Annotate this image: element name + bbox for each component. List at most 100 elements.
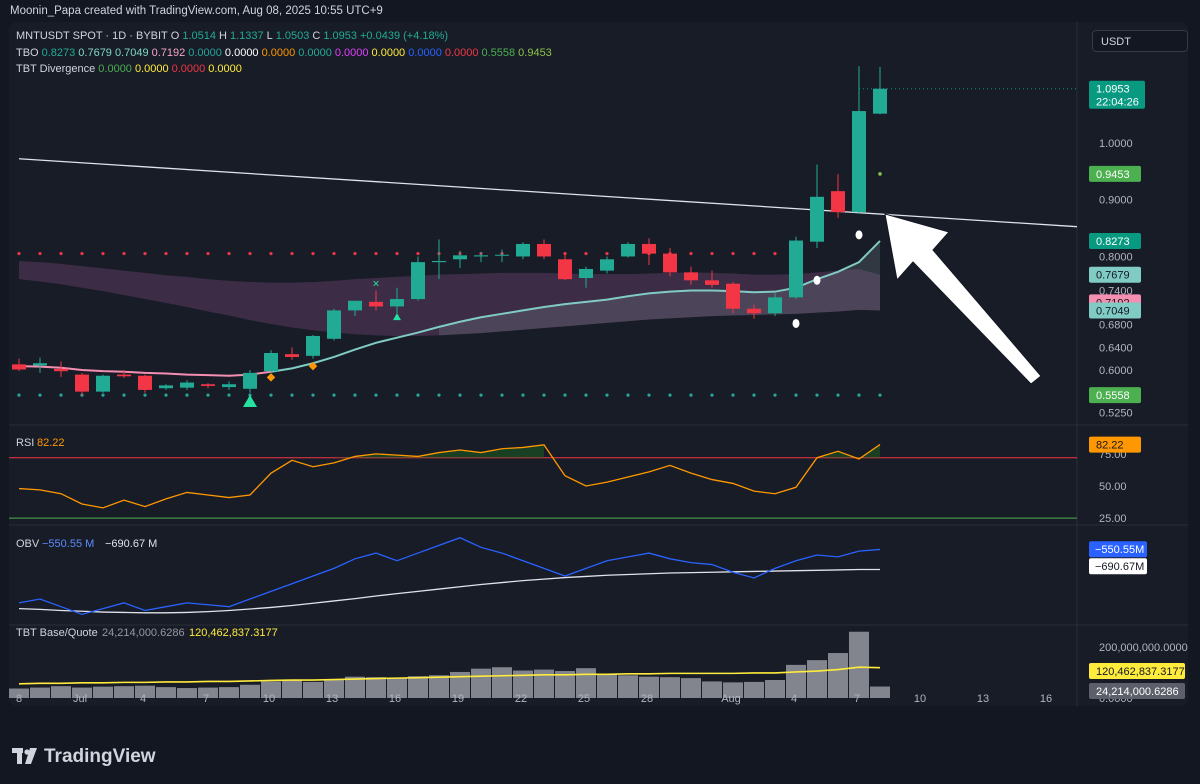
time-axis-tick: 28 (641, 693, 653, 705)
resistance-dot (605, 252, 609, 256)
time-axis-tick: 4 (791, 693, 797, 705)
resistance-dot (710, 252, 714, 256)
obv-ma-badge (1089, 558, 1147, 575)
volume-bar (177, 688, 197, 698)
divergence-legend-item: 0.0000 (171, 63, 206, 75)
volume-bar (366, 677, 386, 698)
obv-value: −550.55 M (42, 538, 94, 550)
volume-bar (429, 675, 449, 698)
symbol-legend-item: C (312, 30, 321, 42)
symbol-legend-item: L (266, 30, 273, 42)
price-label-badge (1089, 232, 1141, 249)
resistance-dot (143, 252, 147, 256)
cross-signal-icon: × (372, 277, 379, 291)
volume-bar (72, 687, 92, 698)
time-axis-tick: 22 (515, 693, 527, 705)
symbol-legend[interactable]: MNTUSDT SPOT · 1D · BYBIT O 1.0514 H 1.1337 L… (16, 28, 451, 44)
tbo-legend-item: 0.0000 (224, 47, 259, 59)
tbo-legend-item: 0.0000 (188, 47, 222, 59)
price-axis-tick: 0.6000 (1099, 365, 1133, 377)
support-dot (689, 393, 693, 397)
time-axis-tick: Aug (721, 693, 741, 705)
volume-bar (156, 687, 176, 698)
resistance-dot (311, 252, 315, 256)
support-dot (710, 393, 714, 397)
volume-ma-badge-text: 120,462,837.3177 (1096, 666, 1185, 678)
volume-bar (114, 686, 134, 698)
volume-bar (30, 687, 50, 698)
volume-bar (324, 679, 344, 698)
chart-canvas[interactable]: × 1.0000 0.9000 0.8000 0.7400 0.6800 0.6400 0.6… (9, 22, 1188, 706)
resistance-dot (584, 252, 588, 256)
time-axis-tick: 13 (326, 693, 338, 705)
candle-body (264, 353, 278, 372)
tradingview-logo[interactable]: TradingView (12, 746, 156, 768)
candle-body (663, 253, 677, 273)
tbo-legend-item: 0.0000 (334, 47, 369, 59)
candle-body (516, 243, 530, 257)
obv-ma-line (18, 568, 880, 614)
resistance-dot (689, 252, 693, 256)
white-drop-signal-icon (792, 318, 800, 328)
tbt-divergence-legend[interactable]: TBT Divergence 0.0000 0.0000 0.0000 0.0000 (16, 61, 245, 77)
resistance-dot (353, 252, 357, 256)
tbo-legend-item: 0.9453 (518, 47, 552, 59)
resistance-dot (59, 252, 63, 256)
support-dot (395, 393, 399, 397)
rsi-line (18, 444, 881, 509)
divergence-legend-item: 0.0000 (208, 63, 242, 75)
volume-axis-tick: 200,000,000.0000 (1099, 642, 1188, 654)
divergence-legend-item: 0.0000 (134, 63, 169, 75)
white-drop-signal-icon (813, 275, 821, 285)
resistance-dot (206, 252, 210, 256)
candle-body (474, 255, 488, 257)
time-axis-tick: 10 (263, 693, 275, 705)
volume-bar (597, 674, 617, 698)
divergence-legend-item: TBT Divergence (16, 63, 96, 75)
volume-bar (261, 681, 281, 698)
symbol-legend-item: MNTUSDT SPOT · 1D · BYBIT (16, 30, 168, 42)
support-dot (479, 393, 483, 397)
tbo-legend-item: 0.5558 (481, 47, 516, 59)
candle-body (642, 243, 656, 254)
candle-body (54, 368, 68, 372)
chart-plot-area[interactable]: ×1.00000.90000.80000.74000.68000.64000.6… (9, 22, 1188, 706)
price-axis-tick: 0.6800 (1099, 320, 1133, 332)
volume-bar (660, 677, 680, 698)
support-dot (815, 393, 819, 397)
resistance-dot (227, 252, 231, 256)
volume-bar (870, 686, 890, 698)
resistance-dot (773, 252, 777, 256)
volume-bar (639, 676, 659, 698)
symbol-legend-item: H (219, 30, 227, 42)
price-label-badge (1089, 266, 1141, 283)
price-label-text: 0.7049 (1096, 305, 1130, 317)
support-dot (752, 393, 756, 397)
rsi-label: RSI (16, 437, 34, 449)
descending-trendline (18, 158, 1078, 228)
price-label-text: 0.5558 (1096, 390, 1130, 402)
symbol-legend-item: 1.0514 (182, 30, 216, 42)
volume-bar (450, 671, 470, 698)
volume-label: TBT Base/Quote (16, 627, 98, 639)
tbo-fast-line-bullish (270, 240, 881, 373)
support-dot (269, 393, 273, 397)
support-dot (668, 393, 672, 397)
support-dot (437, 393, 441, 397)
price-label-badge (1089, 387, 1141, 404)
tbo-legend[interactable]: TBO 0.8273 0.7679 0.7049 0.7192 0.0000 0.0000 0… (16, 45, 555, 61)
quote-currency-button[interactable]: USDT (1092, 30, 1188, 52)
diamond-signal-icon (266, 373, 276, 382)
volume-bar (282, 680, 302, 698)
volume-value: 24,214,000.6286 (102, 627, 185, 639)
candle-body (558, 259, 572, 280)
candle-body (537, 243, 551, 257)
volume-bar (345, 676, 365, 698)
price-axis-tick: 1.0000 (1099, 138, 1133, 150)
resistance-dot (416, 252, 420, 256)
time-axis-tick: 16 (1040, 693, 1052, 705)
volume-bar (828, 653, 848, 698)
symbol-legend-item: O (170, 30, 180, 42)
obv-ma-value: −690.67 M (105, 538, 157, 550)
volume-bar (93, 686, 113, 698)
